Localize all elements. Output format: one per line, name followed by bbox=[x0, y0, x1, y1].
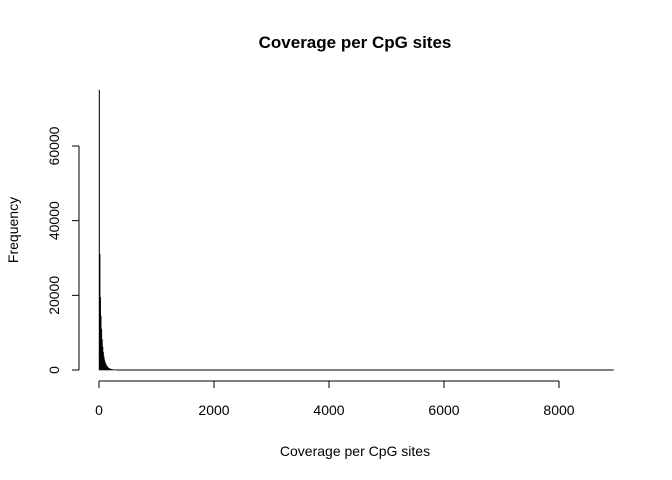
histogram-bar bbox=[98, 89, 100, 371]
x-tick-label: 2000 bbox=[198, 402, 229, 418]
x-tick-label: 6000 bbox=[428, 402, 459, 418]
y-tick-label: 40000 bbox=[46, 201, 62, 240]
y-tick-label: 20000 bbox=[46, 276, 62, 315]
x-axis-label: Coverage per CpG sites bbox=[280, 443, 430, 459]
chart-title: Coverage per CpG sites bbox=[259, 33, 452, 52]
x-tick-label: 0 bbox=[95, 402, 103, 418]
x-tick-label: 4000 bbox=[313, 402, 344, 418]
x-axis: 0 2000 4000 6000 8000 bbox=[95, 380, 575, 418]
histogram-bars bbox=[98, 89, 117, 371]
y-tick-label: 0 bbox=[46, 366, 62, 374]
y-axis-label: Frequency bbox=[5, 197, 21, 263]
x-tick-label: 8000 bbox=[543, 402, 574, 418]
y-tick-label: 60000 bbox=[46, 126, 62, 165]
y-axis: 0 20000 40000 60000 bbox=[46, 126, 80, 374]
